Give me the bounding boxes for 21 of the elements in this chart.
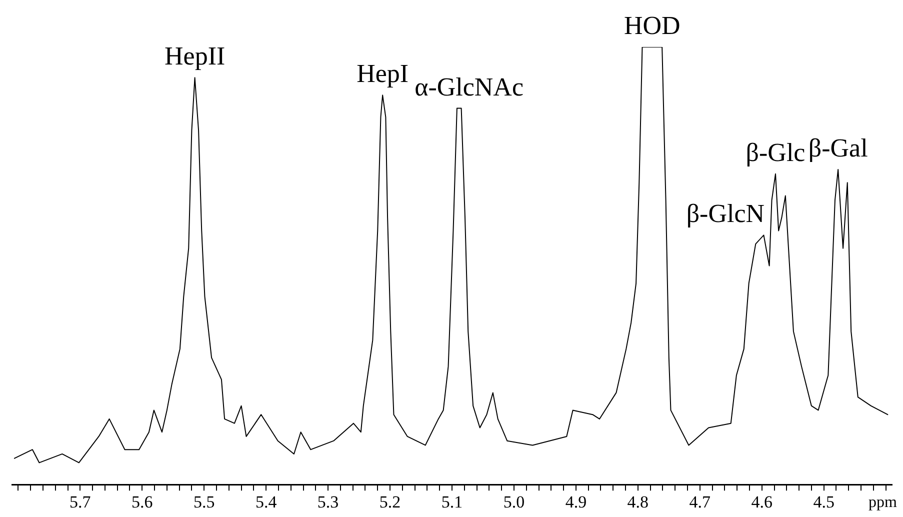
x-tick-label: 4.5 — [813, 492, 834, 512]
x-tick-label: 5.5 — [193, 492, 215, 512]
annotation: β-Glc — [746, 138, 806, 167]
x-tick-label: 5.3 — [317, 492, 339, 512]
x-tick-label: 5.2 — [379, 492, 401, 512]
x-tick-label: 5.7 — [70, 492, 92, 512]
x-tick-label: 5.0 — [503, 492, 525, 512]
annotation: HepII — [164, 42, 226, 71]
x-tick-label: 4.7 — [689, 492, 712, 512]
annotation: HOD — [624, 11, 680, 40]
annotation: HepI — [356, 59, 409, 88]
annotation: β-GlcN — [686, 199, 765, 228]
x-tick-label: 4.9 — [565, 492, 587, 512]
annotation: β-Gal — [808, 134, 868, 163]
x-tick-label: 5.6 — [132, 492, 153, 512]
x-tick-label: 4.6 — [751, 492, 772, 512]
x-tick-label: 5.1 — [441, 492, 463, 512]
x-tick-label: 5.4 — [255, 492, 278, 512]
x-tick-label: 4.8 — [627, 492, 649, 512]
annotation: α-GlcNAc — [414, 72, 524, 102]
x-axis-title: ppm — [868, 494, 898, 512]
